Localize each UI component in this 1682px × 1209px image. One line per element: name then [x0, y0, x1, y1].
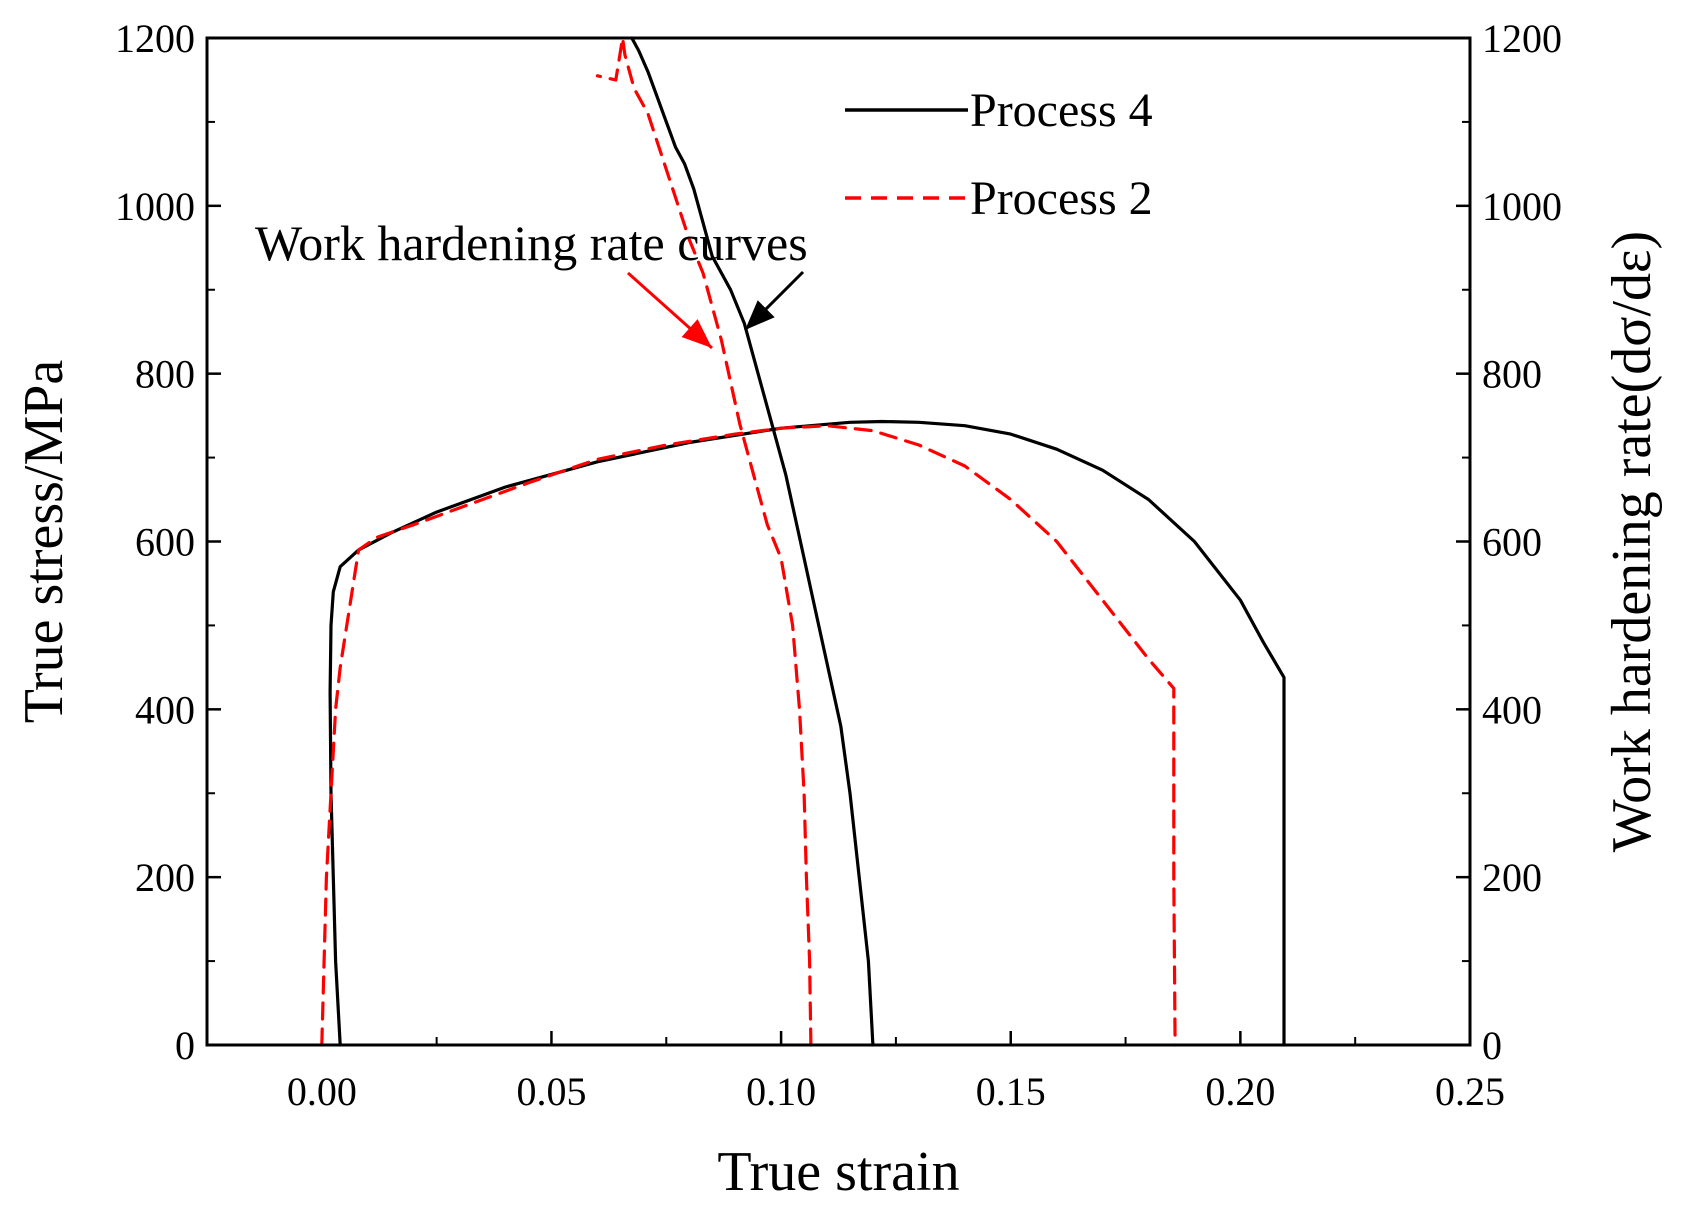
y2-tick-label: 1000: [1482, 184, 1562, 229]
annotation-arrowhead-process-2: [681, 319, 712, 348]
series-line-process-4-stress-strain: [328, 419, 1286, 1047]
y-tick-label: 400: [135, 687, 195, 732]
x-tick-label: 0.10: [746, 1069, 816, 1114]
curves-layer: [320, 36, 1286, 1047]
plot-frame: [205, 36, 1472, 1047]
y-tick-label: 0: [175, 1023, 195, 1068]
y-tick-label: 1200: [115, 16, 195, 61]
y2-tick-label: 200: [1482, 855, 1542, 900]
annotation: Work hardening rate curves: [255, 215, 808, 350]
y2-tick-label: 400: [1482, 687, 1542, 732]
x-tick-label: 0.25: [1435, 1069, 1505, 1114]
legend: Process 4 Process 2: [845, 84, 1153, 225]
annotation-text: Work hardening rate curves: [255, 215, 808, 271]
x-tick-label: 0.05: [516, 1069, 586, 1114]
x-tick-label: 0.00: [287, 1069, 357, 1114]
y-tick-label: 600: [135, 520, 195, 565]
y-axis-label: True stress/MPa: [13, 360, 75, 724]
x-tick-label: 0.20: [1205, 1069, 1275, 1114]
y2-tick-label: 0: [1482, 1023, 1502, 1068]
x-tick-label: 0.15: [976, 1069, 1046, 1114]
legend-label-process-2: Process 2: [970, 172, 1153, 225]
y-tick-label: 1000: [115, 184, 195, 229]
y2-tick-label: 800: [1482, 352, 1542, 397]
series-line-process-2-stress-strain: [320, 424, 1177, 1047]
y2-tick-label: 600: [1482, 520, 1542, 565]
x-axis-label: True strain: [717, 1141, 959, 1203]
y2-tick-label: 1200: [1482, 16, 1562, 61]
y-tick-label: 800: [135, 352, 195, 397]
legend-label-process-4: Process 4: [970, 84, 1153, 137]
annotation-arrowhead-process-4: [745, 300, 775, 330]
series-line-process-4-work-hardening-rate: [630, 36, 875, 1047]
y2-axis-label: Work hardening rate(dσ/dε): [1601, 231, 1663, 852]
y-tick-label: 200: [135, 855, 195, 900]
series-line-process-2-work-hardening-rate: [595, 36, 813, 1047]
